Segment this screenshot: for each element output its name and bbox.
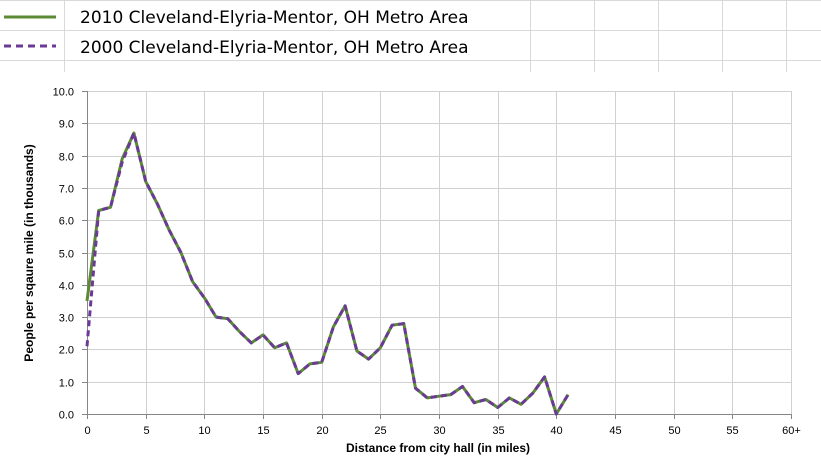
x-tick-label: 50	[668, 425, 680, 437]
x-tick-label: 15	[257, 425, 269, 437]
y-tick-label: 4.0	[59, 281, 74, 293]
y-tick-label: 7.0	[59, 184, 74, 196]
y-axis-title: People per sqaure mile (in thousands)	[22, 144, 36, 361]
spreadsheet-cell-grid	[0, 0, 821, 72]
x-tick-label: 0	[84, 425, 90, 437]
y-tick-label: 5.0	[59, 249, 74, 261]
x-tick-label: 20	[316, 425, 328, 437]
x-tick-label: 40	[550, 425, 562, 437]
plot-area: 0.0 1.0 2.0 3.0 4.0 5.0 6.0 7.0 8.0 9.0 10.0 0 5 10 15…	[53, 87, 801, 438]
x-axis-title: Distance from city hall (in miles)	[346, 441, 530, 455]
y-tick-label: 9.0	[59, 119, 74, 131]
y-tick-label: 6.0	[59, 216, 74, 228]
legend: 2010 Cleveland-Elyria-Mentor, OH Metro A…	[4, 8, 469, 58]
x-tick-label: 25	[374, 425, 386, 437]
x-tick-label: 10	[198, 425, 210, 437]
legend-label-2010: 2010 Cleveland-Elyria-Mentor, OH Metro A…	[80, 8, 469, 28]
series-line-2000	[85, 131, 570, 416]
y-tick-label: 3.0	[59, 313, 74, 325]
legend-label-2000: 2000 Cleveland-Elyria-Mentor, OH Metro A…	[80, 38, 469, 58]
x-tick-label: 55	[726, 425, 738, 437]
chart-area	[0, 72, 821, 463]
y-tick-label: 8.0	[59, 152, 74, 164]
x-tick-label: 35	[492, 425, 504, 437]
x-tick-label: 30	[433, 425, 445, 437]
y-tick-label: 1.0	[59, 378, 74, 390]
y-tick-label: 10.0	[53, 87, 74, 99]
y-tick-label: 2.0	[59, 345, 74, 357]
x-tick-label: 60+	[782, 425, 801, 437]
x-tick-label: 5	[143, 425, 149, 437]
y-tick-label: 0.0	[59, 410, 74, 422]
x-tick-label: 45	[609, 425, 621, 437]
